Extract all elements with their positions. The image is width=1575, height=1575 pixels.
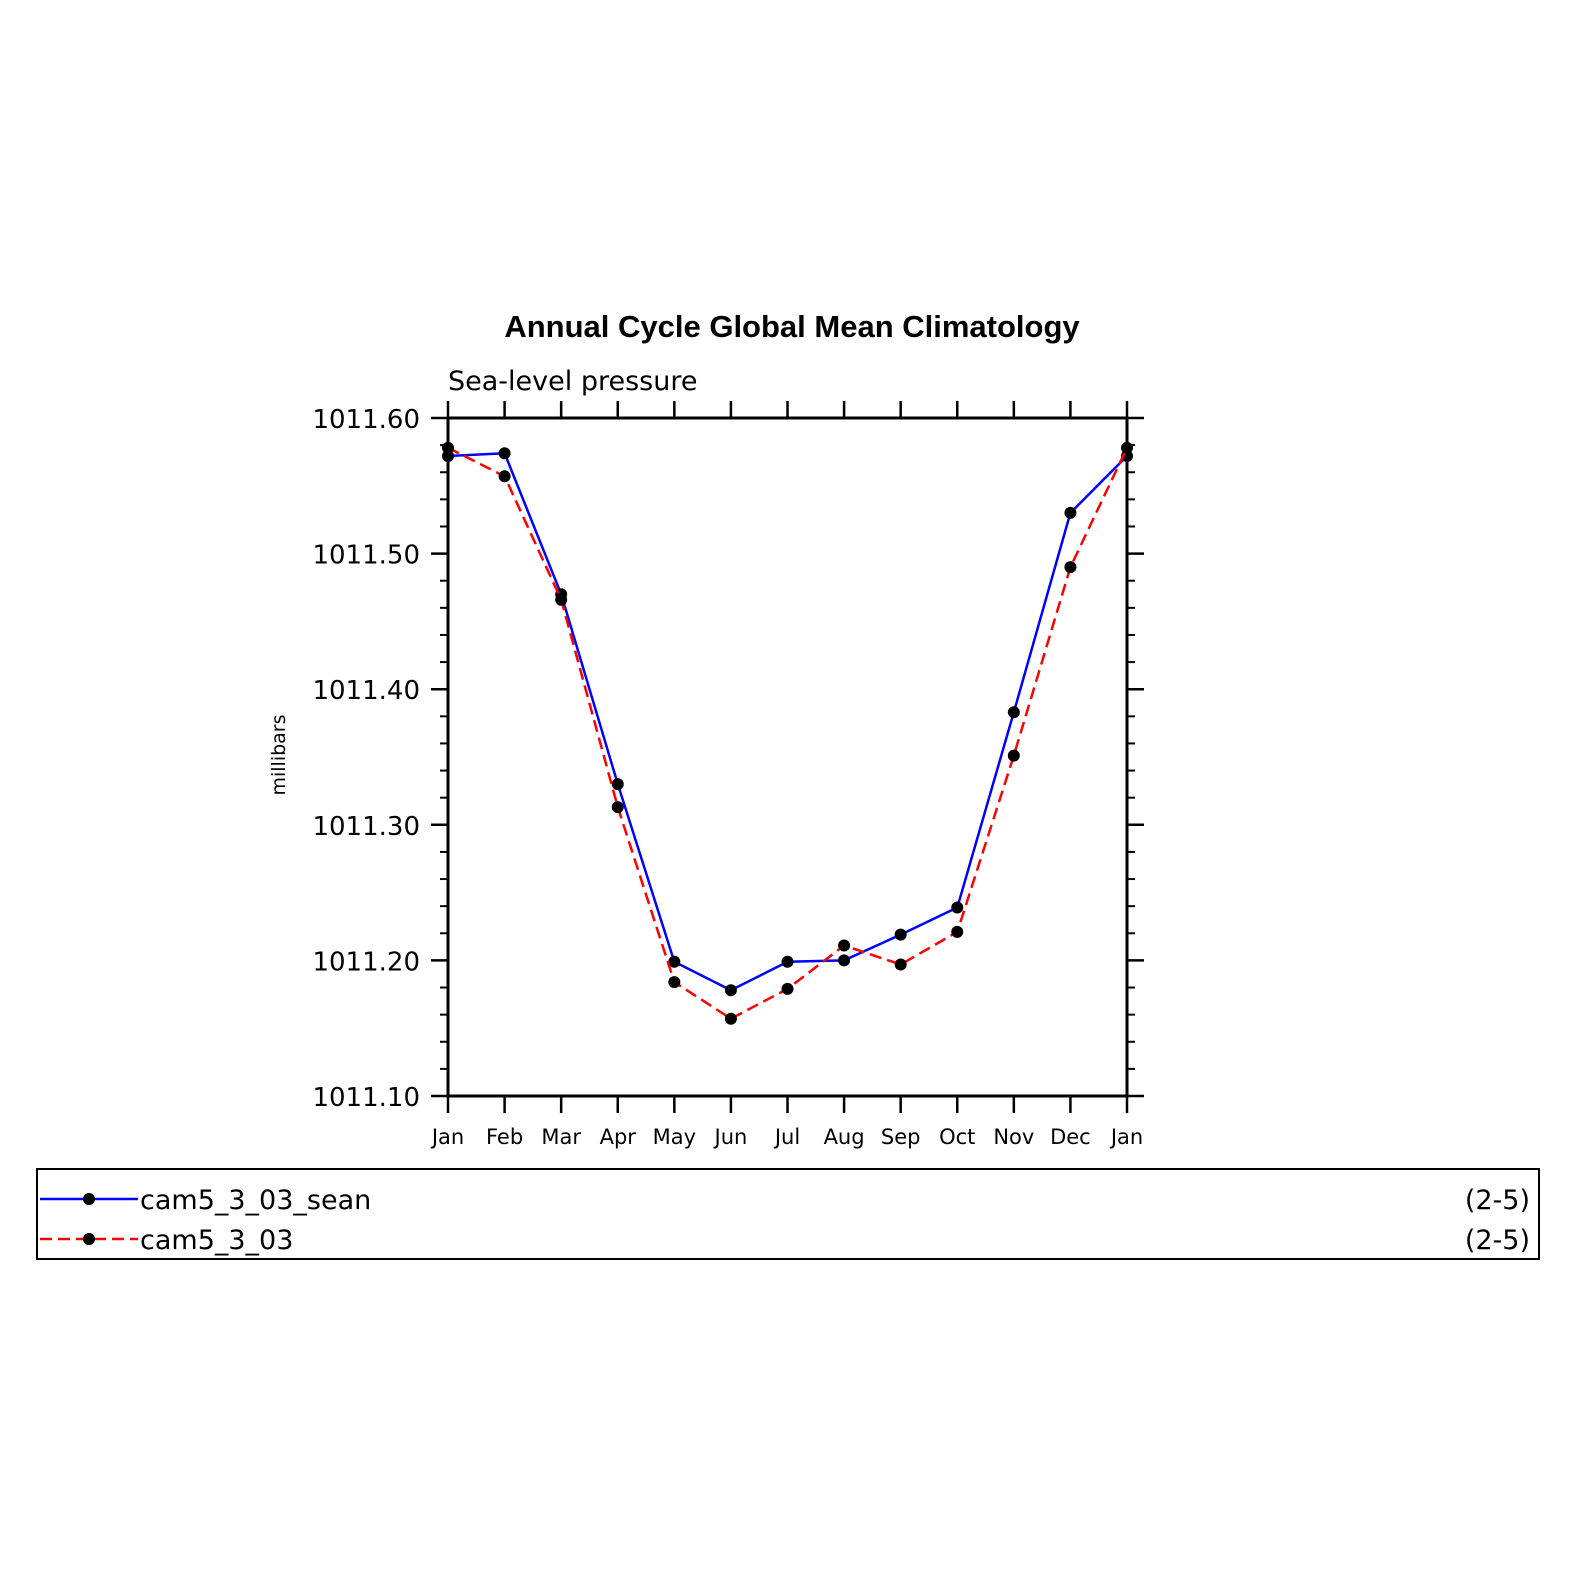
x-tick-label: May [653, 1125, 696, 1149]
series-line [447, 446, 1129, 1021]
y-tick-label: 1011.10 [312, 1083, 420, 1113]
series-2 [442, 441, 1133, 1025]
legend-series-name: cam5_3_03 [140, 1225, 293, 1256]
x-tick-labels: Jan Feb Mar Apr May Jun Jul Aug Sep Oct Nov Dec Jan [430, 1125, 1143, 1149]
chart-subtitle: Sea-level pressure [448, 366, 697, 397]
data-point [611, 801, 624, 814]
legend-box [36, 1168, 1540, 1260]
data-point [1121, 441, 1133, 454]
legend-series-period: (2-5) [1465, 1225, 1530, 1256]
data-point [1064, 561, 1077, 574]
x-tick-label: Mar [541, 1125, 581, 1149]
data-point [724, 984, 737, 997]
x-tick-label: Oct [939, 1125, 975, 1149]
y-tick-label: 1011.50 [312, 541, 420, 571]
x-tick-label: Apr [600, 1125, 637, 1149]
data-point [1064, 506, 1077, 519]
data-point [781, 982, 794, 995]
data-point [1007, 749, 1020, 762]
data-point [498, 447, 511, 460]
data-point [951, 901, 964, 914]
data-point [838, 939, 851, 952]
x-tick-label: Jun [713, 1125, 748, 1149]
legend-entry-1: cam5_3_03_sean (2-5) [40, 1185, 1530, 1216]
data-point [442, 441, 454, 454]
x-tick-label: Feb [486, 1125, 523, 1149]
x-tick-label: Aug [824, 1125, 865, 1149]
legend-series-name: cam5_3_03_sean [140, 1185, 371, 1216]
y-tick-labels: 1011.10 1011.20 1011.30 1011.40 1011.50 1011.… [312, 405, 420, 1113]
legend: cam5_3_03_sean (2-5) cam5_3_03 (2-5) [36, 1168, 1540, 1260]
data-point [498, 470, 511, 483]
x-tick-label: Sep [881, 1125, 921, 1149]
y-tick-label: 1011.30 [312, 812, 420, 842]
data-point [555, 593, 568, 606]
legend-entry-2: cam5_3_03 (2-5) [40, 1225, 1530, 1256]
chart-title: Annual Cycle Global Mean Climatology [504, 309, 1080, 344]
plot-axes [431, 401, 1144, 1113]
legend-marker [83, 1233, 95, 1245]
data-point [668, 955, 681, 968]
data-point [838, 954, 851, 967]
x-tick-label: Nov [993, 1125, 1034, 1149]
data-point [1007, 706, 1020, 719]
data-point [611, 778, 624, 791]
y-tick-label: 1011.60 [312, 405, 420, 435]
y-axis-label: millibars [268, 714, 290, 795]
x-tick-label: Jul [773, 1125, 800, 1149]
data-point [951, 925, 964, 938]
x-tick-label: Dec [1050, 1125, 1091, 1149]
data-point [781, 955, 794, 968]
x-tick-label: Jan [430, 1125, 464, 1149]
series-1 [442, 447, 1133, 997]
y-tick-label: 1011.40 [312, 676, 420, 706]
series-layer [442, 441, 1133, 1025]
data-point [894, 928, 907, 941]
legend-series-period: (2-5) [1465, 1185, 1530, 1216]
x-tick-label: Jan [1109, 1125, 1143, 1149]
y-tick-label: 1011.20 [312, 947, 420, 977]
legend-marker [83, 1193, 95, 1205]
series-line [447, 452, 1128, 992]
data-point [668, 976, 681, 989]
data-point [724, 1012, 737, 1025]
legend-entries: cam5_3_03_sean (2-5) cam5_3_03 (2-5) [40, 1185, 1530, 1256]
data-point [894, 958, 907, 971]
